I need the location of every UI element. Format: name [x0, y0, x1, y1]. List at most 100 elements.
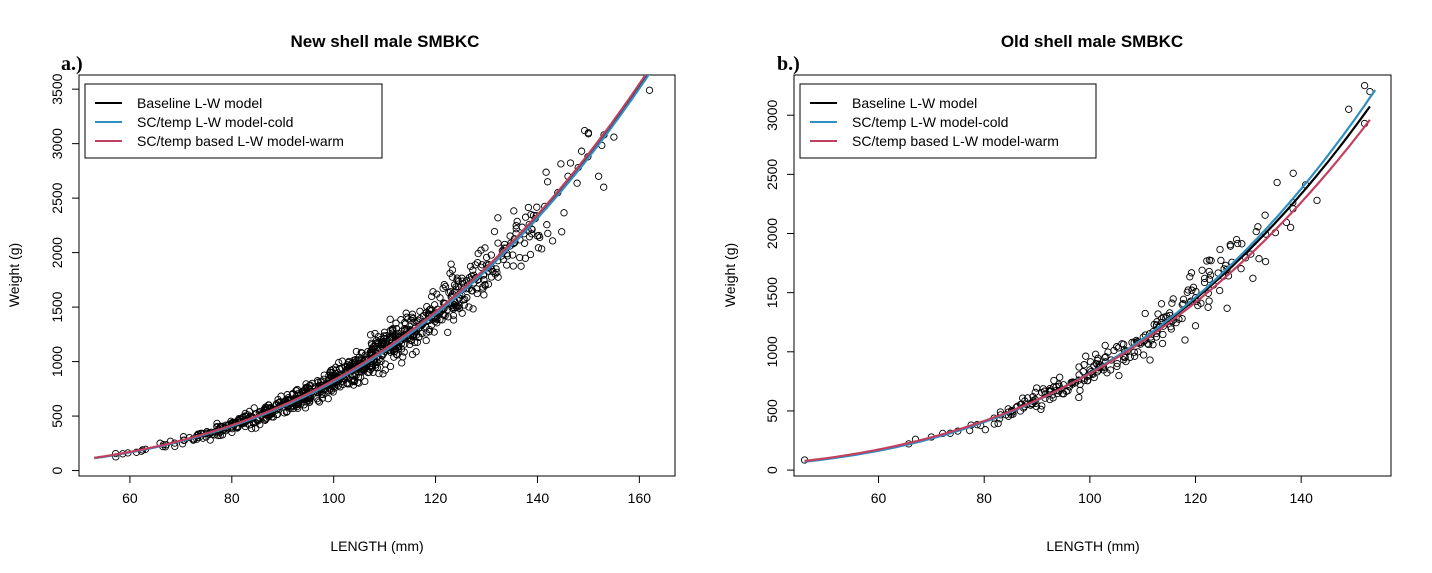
data-point [326, 368, 334, 376]
data-point [399, 353, 407, 361]
data-point [484, 280, 493, 288]
data-point [1197, 299, 1205, 307]
x-tick-label: 160 [628, 490, 652, 506]
data-point [1130, 348, 1138, 356]
data-point [1261, 257, 1270, 266]
data-point [1167, 325, 1175, 333]
data-point [373, 364, 382, 372]
data-point [1141, 309, 1149, 318]
data-point [480, 291, 488, 299]
data-point [1056, 373, 1064, 381]
data-point [1186, 273, 1194, 281]
data-point [1144, 340, 1153, 349]
panel-b-legend: Baseline L-W model SC/temp L-W model-col… [799, 83, 1097, 159]
data-point [1114, 344, 1123, 352]
data-point [558, 228, 566, 236]
data-point [524, 203, 533, 212]
data-point [1157, 300, 1166, 308]
data-point [513, 217, 521, 226]
data-point [1101, 341, 1109, 350]
data-point [355, 353, 363, 361]
panel-a-y-axis: 0 500 1000 1500 2000 2500 3000 3500 [49, 73, 79, 474]
data-point [1159, 330, 1167, 339]
data-point [469, 266, 477, 274]
y-tick-label: 3000 [764, 99, 780, 130]
data-point [430, 301, 439, 309]
data-point [465, 303, 473, 311]
data-point [1216, 245, 1224, 254]
data-point [448, 273, 457, 281]
data-point [1217, 256, 1225, 265]
data-point [1093, 356, 1102, 365]
data-point [452, 285, 460, 293]
data-point [449, 311, 458, 320]
data-point [455, 301, 463, 310]
data-point [503, 261, 511, 269]
data-point [389, 325, 397, 333]
x-tick-label: 120 [424, 490, 448, 506]
data-point [543, 221, 551, 229]
x-tick-label: 140 [1290, 490, 1314, 506]
data-point [1226, 241, 1234, 249]
panel-b-y-label: Weight (g) [722, 243, 738, 307]
data-point [292, 387, 301, 395]
data-point [1119, 356, 1128, 364]
data-point [433, 319, 441, 327]
data-point [448, 266, 457, 274]
data-point [422, 336, 430, 345]
data-point [247, 424, 256, 433]
panel-a-y-label: Weight (g) [6, 243, 22, 307]
data-point [1062, 387, 1070, 395]
data-point [600, 183, 608, 191]
data-point [1360, 81, 1369, 90]
data-point [584, 130, 593, 138]
data-point [1207, 257, 1215, 265]
data-point [408, 350, 417, 359]
panel-a-x-axis: 60 80 100 120 140 160 [122, 475, 652, 506]
data-point [256, 420, 264, 429]
data-point [1158, 339, 1167, 348]
panel-a-curves [94, 75, 650, 460]
data-point [386, 315, 394, 323]
data-point [366, 331, 375, 339]
data-point [1076, 386, 1084, 395]
data-point [533, 232, 542, 240]
y-tick-label: 0 [49, 466, 65, 474]
data-point [1205, 267, 1213, 276]
data-point [440, 280, 448, 289]
data-point [245, 407, 254, 416]
data-point [1054, 380, 1063, 388]
data-point [1345, 105, 1353, 113]
data-point [1104, 348, 1112, 356]
panel-b-title: Old shell male SMBKC [1001, 32, 1183, 51]
data-point [433, 315, 441, 324]
panel-b-curves [804, 89, 1377, 463]
data-point [1113, 359, 1121, 368]
data-point [516, 253, 524, 262]
data-point [1102, 353, 1110, 361]
panel-b-x-axis: 60 80 100 120 140 [871, 475, 1314, 506]
y-tick-label: 1000 [764, 336, 780, 367]
panel-b-legend-warm: SC/temp based L-W model-warm [852, 133, 1059, 149]
y-tick-label: 1500 [49, 291, 65, 322]
data-point [451, 302, 460, 310]
data-point [214, 431, 222, 440]
data-point [465, 274, 473, 282]
panel-b: Old shell male SMBKC b.) 60 80 100 120 140 0… [722, 32, 1392, 554]
data-point [244, 411, 252, 419]
data-point [408, 313, 416, 321]
data-point [425, 328, 433, 336]
data-point [454, 277, 463, 286]
data-point [453, 274, 461, 282]
data-point [433, 290, 441, 298]
data-point [512, 225, 520, 233]
data-point [1031, 388, 1039, 396]
x-tick-label: 120 [1184, 490, 1208, 506]
data-point [1255, 255, 1263, 263]
curve-baseline [804, 105, 1371, 463]
x-tick-label: 60 [871, 490, 887, 506]
data-point [305, 382, 313, 390]
y-tick-label: 2000 [764, 218, 780, 249]
y-tick-label: 3500 [49, 73, 65, 104]
